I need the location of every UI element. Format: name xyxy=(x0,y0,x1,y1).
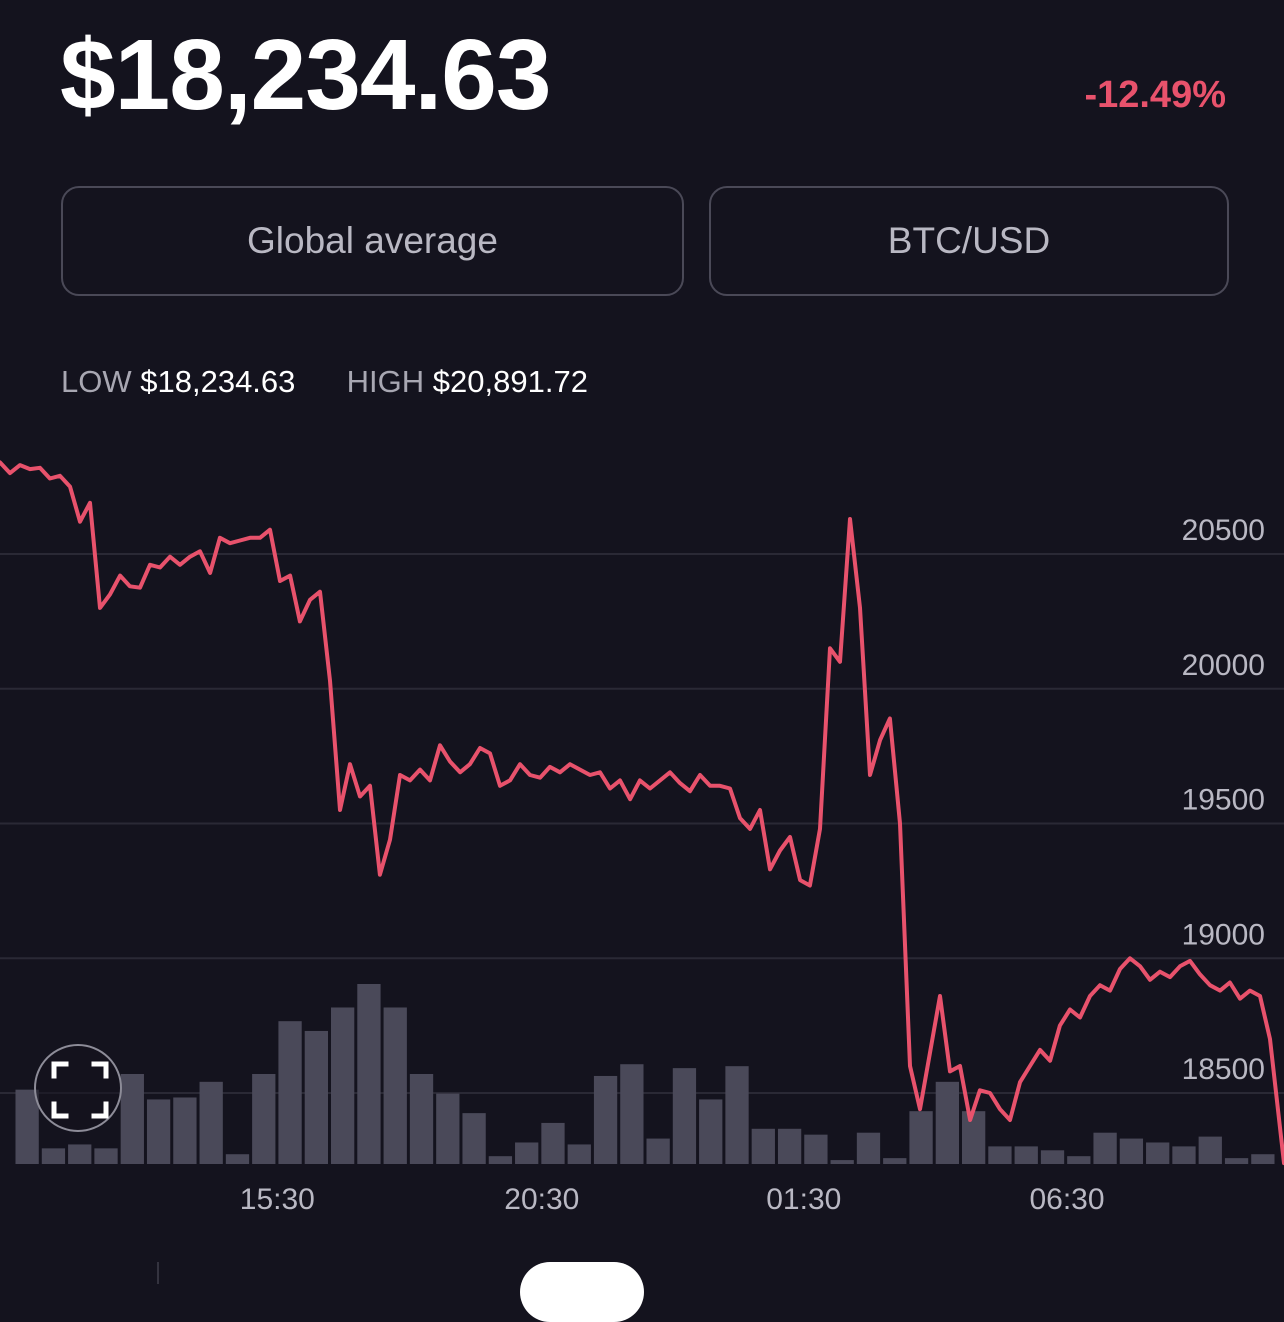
y-tick-label: 20500 xyxy=(1182,514,1265,547)
volume-bar xyxy=(1093,1132,1117,1164)
volume-bar xyxy=(1251,1154,1275,1164)
volume-bar xyxy=(1224,1158,1249,1164)
volume-bar xyxy=(830,1160,854,1164)
source-selector-button[interactable]: Global average xyxy=(61,186,684,296)
volume-bar xyxy=(751,1128,775,1164)
volume-bar xyxy=(436,1093,460,1164)
bottom-tab-indicator[interactable] xyxy=(520,1262,644,1322)
volume-bar xyxy=(1067,1156,1091,1164)
volume-bar xyxy=(541,1122,565,1164)
volume-bar xyxy=(94,1148,118,1164)
source-selector-label: Global average xyxy=(247,220,498,261)
volume-bar xyxy=(331,1007,355,1164)
volume-bar xyxy=(383,1007,407,1164)
volume-bar xyxy=(567,1144,591,1164)
volume-bar xyxy=(1040,1150,1065,1164)
y-tick-label: 20000 xyxy=(1182,649,1265,682)
volume-bar xyxy=(672,1068,697,1164)
volume-bar xyxy=(1146,1142,1170,1164)
high-value: $20,891.72 xyxy=(432,364,588,399)
x-tick-label: 01:30 xyxy=(766,1183,841,1216)
volume-bar xyxy=(883,1158,907,1164)
volume-bar xyxy=(699,1099,723,1164)
price-line xyxy=(0,460,1284,1166)
x-axis-ticks: 15:30 20:30 01:30 06:30 xyxy=(240,1183,1105,1216)
volume-bar xyxy=(777,1128,802,1164)
volume-bar xyxy=(1119,1138,1144,1164)
price-line-layer xyxy=(0,460,1284,1166)
high-label: HIGH xyxy=(346,364,425,399)
volume-bar xyxy=(1198,1136,1222,1164)
volume-bar xyxy=(409,1074,434,1164)
volume-bar xyxy=(593,1075,618,1164)
volume-bar xyxy=(15,1089,39,1164)
volume-bar xyxy=(41,1148,66,1164)
x-tick-label: 15:30 xyxy=(240,1183,315,1216)
volume-bar xyxy=(462,1113,486,1164)
pair-selector-label: BTC/USD xyxy=(887,220,1051,261)
volume-bar xyxy=(304,1030,328,1164)
volume-bar xyxy=(620,1064,644,1164)
volume-bar xyxy=(935,1081,959,1164)
volume-bar xyxy=(120,1074,144,1164)
volume-bar xyxy=(357,984,381,1164)
y-tick-label: 19000 xyxy=(1182,918,1265,951)
y-tick-label: 18500 xyxy=(1182,1053,1265,1086)
tab-divider xyxy=(157,1262,159,1284)
volume-bar xyxy=(909,1111,933,1164)
fullscreen-corners-icon xyxy=(51,1061,109,1119)
volume-bar xyxy=(804,1134,828,1164)
volume-bar xyxy=(856,1132,881,1164)
volume-bar xyxy=(1014,1146,1038,1164)
x-tick-label: 20:30 xyxy=(504,1183,579,1216)
volume-bar xyxy=(646,1138,670,1164)
volume-bar xyxy=(515,1142,539,1164)
pair-selector-button[interactable]: BTC/USD xyxy=(709,186,1229,296)
y-tick-label: 19500 xyxy=(1182,784,1265,817)
volume-bar xyxy=(225,1154,250,1164)
volume-bar xyxy=(173,1097,197,1164)
volume-bars xyxy=(15,984,1275,1164)
x-tick-label: 06:30 xyxy=(1029,1183,1104,1216)
price-chart[interactable]: 20500 20000 19500 19000 18500 15:30 20:30 01:3… xyxy=(0,0,1284,1284)
expand-chart-button[interactable] xyxy=(34,1044,122,1132)
volume-bar xyxy=(146,1099,171,1164)
current-price: $18,234.63 xyxy=(60,19,551,131)
low-value: $18,234.63 xyxy=(140,364,296,399)
volume-bar xyxy=(68,1144,92,1164)
volume-bar xyxy=(252,1074,276,1164)
low-label: LOW xyxy=(61,364,132,399)
volume-bar xyxy=(199,1081,223,1164)
price-change-percent: -12.49% xyxy=(1084,74,1226,116)
volume-bar xyxy=(962,1111,986,1164)
y-axis-ticks: 20500 20000 19500 19000 18500 xyxy=(1182,514,1265,1086)
chart-grid xyxy=(0,553,1284,1094)
volume-bar xyxy=(988,1146,1012,1164)
price-range: LOW $18,234.63 HIGH $20,891.72 xyxy=(61,362,588,402)
volume-bar xyxy=(488,1156,513,1164)
volume-bar xyxy=(278,1021,302,1164)
volume-bar xyxy=(1172,1146,1196,1164)
volume-bar xyxy=(725,1066,749,1164)
